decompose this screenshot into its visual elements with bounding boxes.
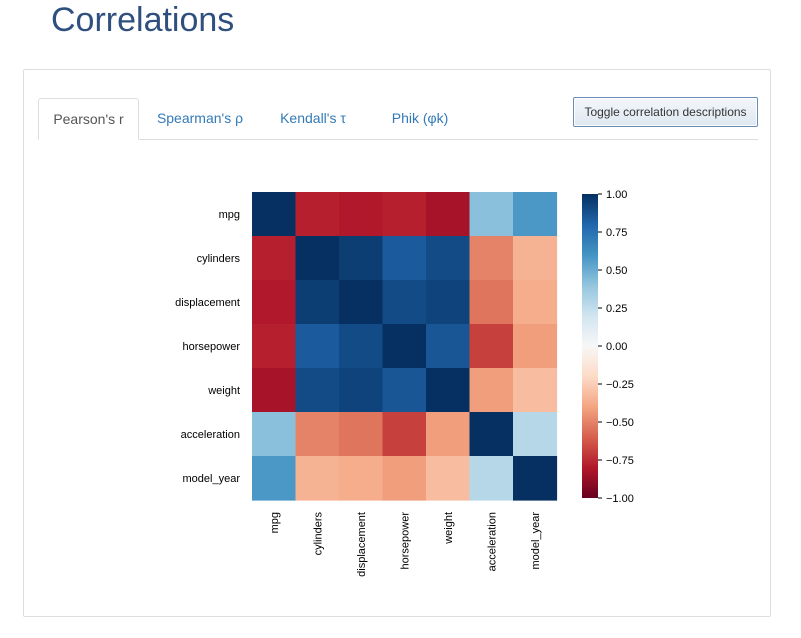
page-title: Correlations <box>51 1 235 39</box>
tab-phik[interactable]: Phik (φk) <box>391 110 449 126</box>
tab-pearson[interactable]: Pearson's r <box>38 98 139 140</box>
tab-kendall[interactable]: Kendall's τ <box>280 110 346 126</box>
correlations-panel <box>23 69 771 617</box>
tab-spearman[interactable]: Spearman's ρ <box>156 110 244 126</box>
toggle-descriptions-button[interactable]: Toggle correlation descriptions <box>573 97 758 127</box>
correlation-tabs: Pearson's r Spearman's ρ Kendall's τ Phi… <box>38 98 758 140</box>
